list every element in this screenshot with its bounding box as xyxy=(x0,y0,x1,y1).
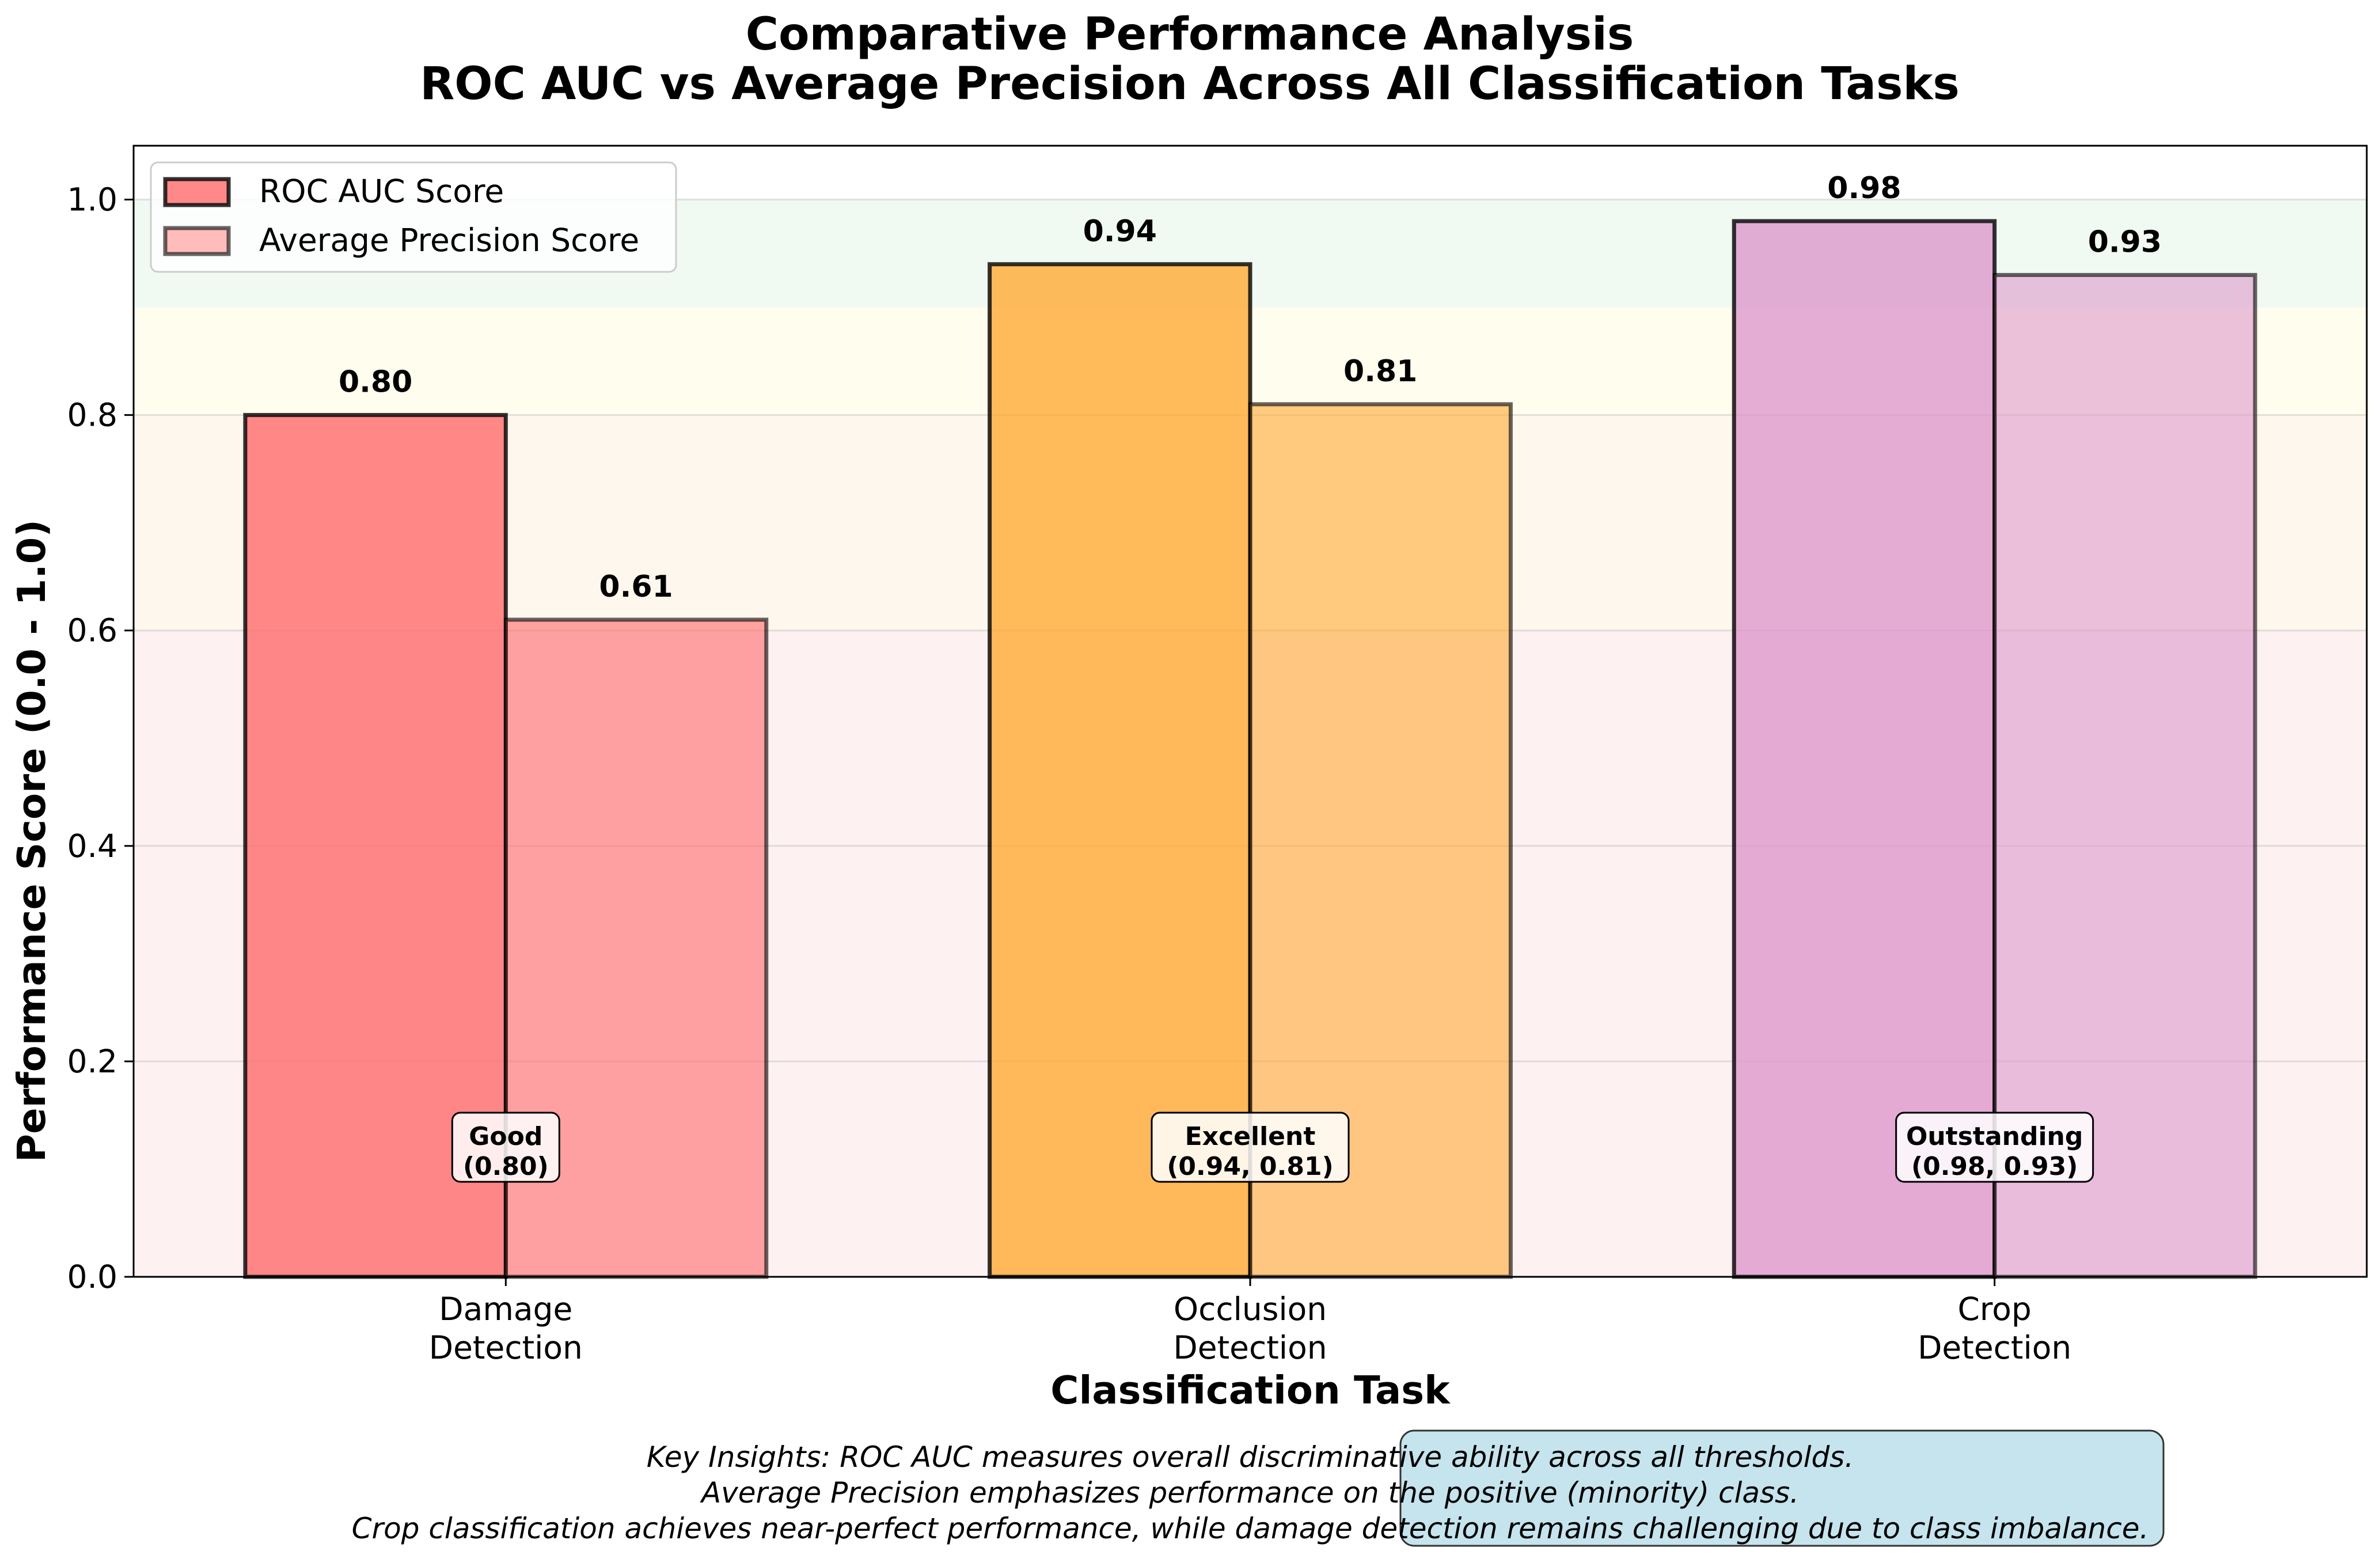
chart-subtitle: ROC AUC vs Average Precision Across All … xyxy=(420,58,1960,110)
x-tick-label: Detection xyxy=(429,1329,583,1366)
annotation-text: (0.94, 0.81) xyxy=(1167,1152,1333,1181)
annotation-box xyxy=(451,1112,560,1183)
annotation-box xyxy=(1895,1112,2094,1183)
chart-title: Comparative Performance Analysis xyxy=(746,9,1634,60)
roc-auc-value-label-1: 0.94 xyxy=(1083,214,1157,249)
y-tick-label: 0.0 xyxy=(67,1258,117,1295)
annotation-text: Good xyxy=(469,1122,542,1151)
legend-swatch-0 xyxy=(163,177,231,207)
legend-label-1: Average Precision Score xyxy=(259,222,639,259)
x-tick-label: Occlusion xyxy=(1174,1291,1327,1328)
roc-auc-bar-1 xyxy=(988,262,1252,1279)
x-tick-label: Detection xyxy=(1173,1329,1327,1366)
insights-box-background xyxy=(1399,1429,2165,1547)
annotation-text: (0.80) xyxy=(463,1152,549,1181)
x-tick-label: Detection xyxy=(1918,1329,2071,1366)
annotation-box xyxy=(1151,1112,1350,1183)
y-tick-label: 0.6 xyxy=(67,612,117,649)
avg-precision-value-label-2: 0.93 xyxy=(2088,225,2162,259)
x-tick-label: Damage xyxy=(439,1291,572,1328)
x-axis-label: Classification Task xyxy=(1050,1368,1451,1413)
roc-auc-value-label-0: 0.80 xyxy=(339,365,412,400)
x-tick-label: Crop xyxy=(1957,1291,2031,1328)
annotation-text: Excellent xyxy=(1185,1122,1316,1151)
roc-auc-bar-2 xyxy=(1732,219,1997,1279)
performance-annotation-0: Good(0.80) xyxy=(451,1112,560,1183)
insight-line-2: Average Precision emphasizes performance… xyxy=(700,1476,1799,1510)
legend-box xyxy=(150,161,677,273)
value-labels: 0.80 0.61 0.94 0.81 0.98 0.93 xyxy=(339,171,2162,604)
avg-precision-value-label-1: 0.81 xyxy=(1343,354,1417,389)
y-tick-label: 0.8 xyxy=(67,397,117,434)
legend-swatch-1 xyxy=(163,226,231,256)
annotation-text: Outstanding xyxy=(1906,1122,2083,1151)
roc-auc-value-label-2: 0.98 xyxy=(1827,171,1901,206)
insight-line-1: Key Insights: ROC AUC measures overall d… xyxy=(647,1440,1854,1474)
performance-annotation-1: Excellent(0.94, 0.81) xyxy=(1151,1112,1350,1183)
axes: 0.00.20.40.60.81.0DamageDetectionOcclusi… xyxy=(67,181,2072,1366)
performance-annotations: Good(0.80) Excellent(0.94, 0.81) Outstandi… xyxy=(451,1112,2094,1183)
y-tick-label: 0.2 xyxy=(67,1043,117,1080)
avg-precision-value-label-0: 0.61 xyxy=(599,570,673,604)
y-tick-label: 0.4 xyxy=(67,828,117,864)
annotation-text: (0.98, 0.93) xyxy=(1911,1152,2078,1181)
insights-box: Key Insights: ROC AUC measures overall d… xyxy=(352,1429,2165,1547)
insight-line-3: Crop classification achieves near-perfec… xyxy=(352,1512,2149,1545)
legend: ROC AUC Score Average Precision Score xyxy=(150,161,677,273)
y-axis-label: Performance Score (0.0 - 1.0) xyxy=(9,519,54,1162)
performance-annotation-2: Outstanding(0.98, 0.93) xyxy=(1895,1112,2094,1183)
y-tick-label: 1.0 xyxy=(67,181,117,218)
legend-label-0: ROC AUC Score xyxy=(259,173,504,210)
